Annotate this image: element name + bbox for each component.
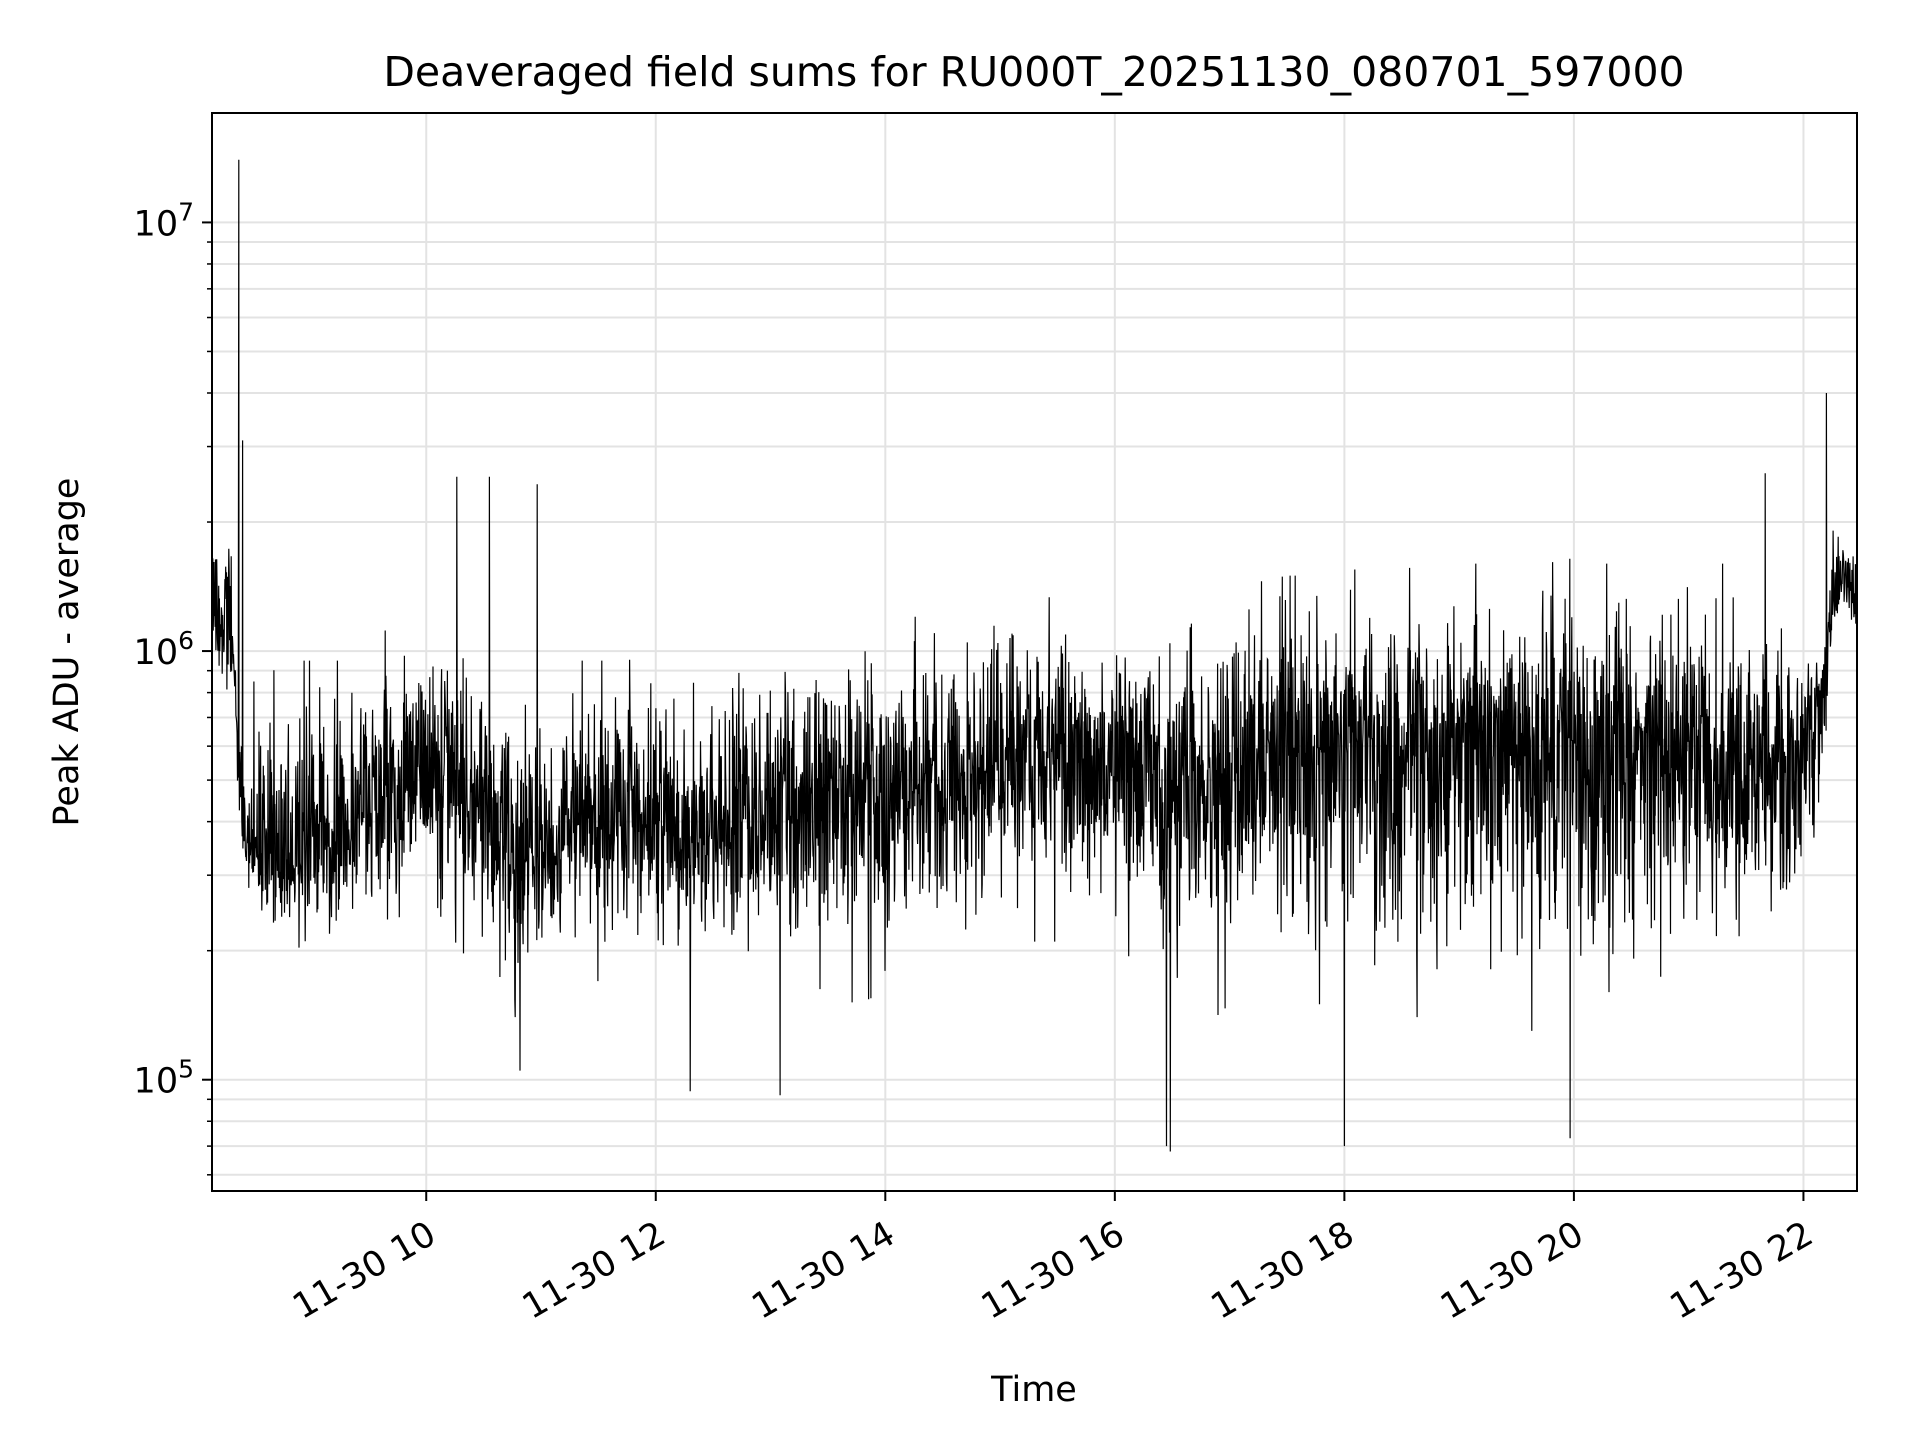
chart-title: Deaveraged field sums for RU000T_2025113… — [383, 48, 1684, 96]
series-line — [211, 159, 1858, 1152]
y-axis-label: Peak ADU - average — [47, 478, 87, 827]
y-tick-label: 105 — [134, 1055, 194, 1102]
x-axis-label: Time — [990, 1370, 1077, 1410]
y-tick-label: 107 — [134, 197, 194, 244]
series-trace — [211, 159, 1858, 1152]
y-tick-label: 106 — [134, 626, 194, 673]
y-axis: 105 106 107 — [134, 197, 212, 1176]
